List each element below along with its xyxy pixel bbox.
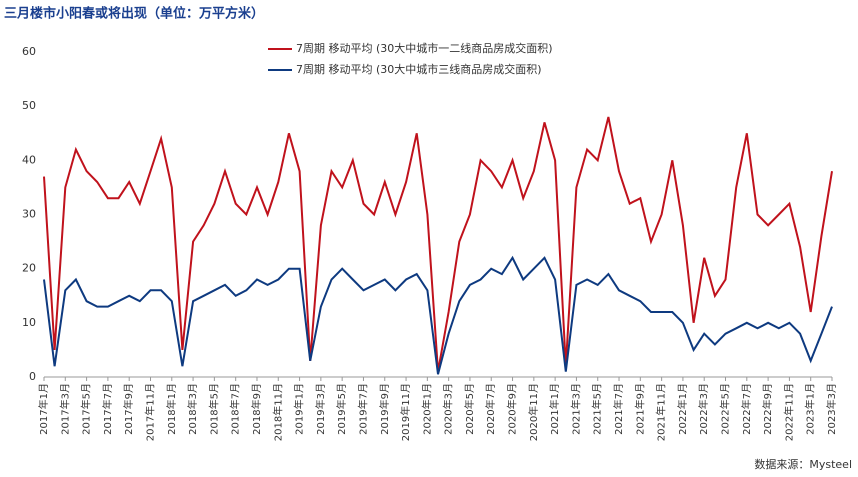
x-tick-label: 2023年1月 xyxy=(804,383,817,435)
series-line xyxy=(43,116,833,372)
legend-label: 7周期 移动平均 (30大中城市三线商品房成交面积) xyxy=(296,62,542,76)
legend-label: 7周期 移动平均 (30大中城市一二线商品房成交面积) xyxy=(296,41,553,55)
x-tick-label: 2018年7月 xyxy=(229,383,242,435)
x-tick-label: 2019年3月 xyxy=(314,383,327,435)
x-tick-label: 2018年3月 xyxy=(186,383,199,435)
x-tick-label: 2018年5月 xyxy=(207,383,220,435)
x-tick-label: 2019年9月 xyxy=(378,383,391,435)
x-tick-label: 2017年9月 xyxy=(122,383,135,435)
x-tick-label: 2021年5月 xyxy=(591,383,604,435)
x-tick-label: 2022年3月 xyxy=(697,383,710,435)
x-tick-label: 2017年5月 xyxy=(80,383,93,435)
x-tick-label: 2018年11月 xyxy=(271,383,284,441)
x-tick-label: 2020年3月 xyxy=(442,383,455,435)
y-tick-label: 10 xyxy=(22,316,36,329)
x-tick-label: 2020年11月 xyxy=(527,383,540,441)
x-tick-label: 2017年3月 xyxy=(58,383,71,435)
source: 数据来源：Mysteel xyxy=(754,457,852,471)
y-tick-label: 20 xyxy=(22,262,36,275)
x-tick-label: 2019年7月 xyxy=(356,383,369,435)
x-tick-label: 2017年7月 xyxy=(101,383,114,435)
x-tick-label: 2019年1月 xyxy=(293,383,306,435)
x-tick-label: 2020年9月 xyxy=(506,383,519,435)
x-tick-label: 2017年1月 xyxy=(37,383,50,435)
x-tick-label: 2022年1月 xyxy=(676,383,689,435)
x-tick-label: 2022年9月 xyxy=(761,383,774,435)
x-tick-label: 2022年7月 xyxy=(740,383,753,435)
x-tick-label: 2018年1月 xyxy=(165,383,178,435)
chart-title: 三月楼市小阳春或将出现（单位：万平方米） xyxy=(4,6,264,22)
x-tick-label: 2021年7月 xyxy=(612,383,625,435)
x-tick-label: 2018年9月 xyxy=(250,383,263,435)
x-tick-label: 2023年3月 xyxy=(825,383,838,435)
series-line xyxy=(43,255,833,375)
x-tick-label: 2020年5月 xyxy=(463,383,476,435)
x-tick-label: 2019年5月 xyxy=(335,383,348,435)
y-tick-label: 50 xyxy=(22,99,36,112)
x-tick-label: 2017年11月 xyxy=(143,383,156,441)
x-tick-label: 2022年5月 xyxy=(719,383,732,435)
x-tick-label: 2021年9月 xyxy=(633,383,646,435)
y-tick-label: 30 xyxy=(22,208,36,221)
x-tick-label: 2022年11月 xyxy=(782,383,795,441)
x-tick-label: 2021年3月 xyxy=(569,383,582,435)
y-tick-label: 40 xyxy=(22,153,36,166)
x-tick-label: 2021年1月 xyxy=(548,383,561,435)
x-tick-label: 2019年11月 xyxy=(399,383,412,441)
y-tick-label: 60 xyxy=(22,45,36,58)
x-tick-label: 2021年11月 xyxy=(655,383,668,441)
y-tick-label: 0 xyxy=(29,370,36,383)
x-tick-label: 2020年1月 xyxy=(420,383,433,435)
x-tick-label: 2020年7月 xyxy=(484,383,497,435)
